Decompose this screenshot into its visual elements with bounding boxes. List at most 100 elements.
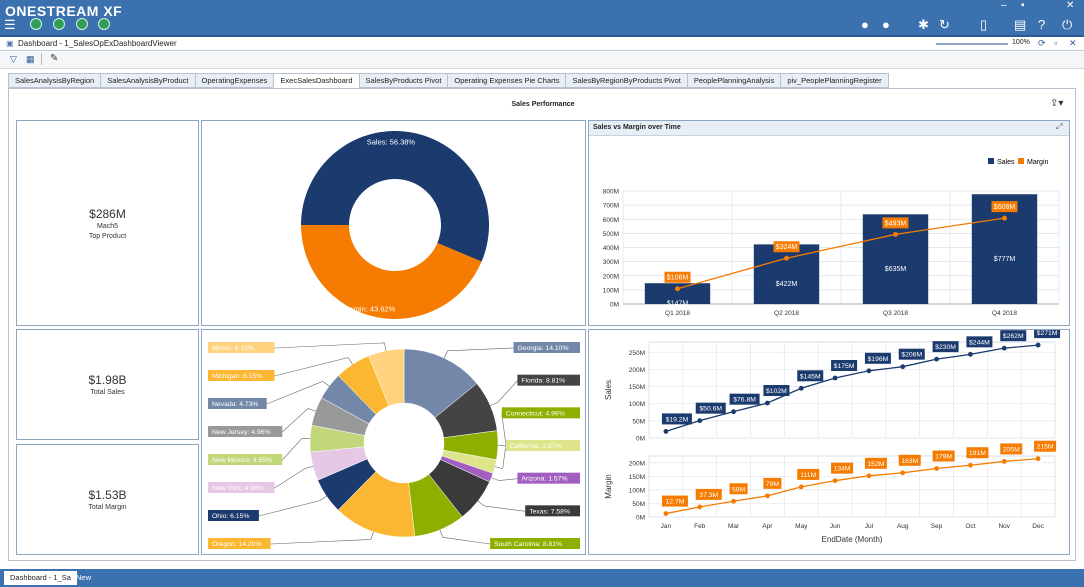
- trend-point: [1035, 456, 1041, 462]
- tab-sales-by-region-by-products-pivot[interactable]: SalesByRegionByProducts Pivot: [565, 73, 688, 88]
- tab-sales-analysis-by-product[interactable]: SalesAnalysisByProduct: [100, 73, 196, 88]
- close-window-icon[interactable]: ✕: [1066, 0, 1075, 11]
- trend-point-label: 163M: [901, 458, 918, 465]
- process-icon[interactable]: ✱: [918, 17, 929, 32]
- trend-label-box: [898, 348, 925, 360]
- y-tick-label: 200M: [603, 273, 619, 280]
- state-label: Arizona: 1.57%: [521, 476, 567, 483]
- y-tick-label: 700M: [603, 203, 619, 210]
- state-label: Michigan: 6.15%: [212, 373, 262, 380]
- state-label-box: [208, 538, 271, 549]
- state-label-box: [208, 342, 275, 353]
- trend-label-box: [932, 450, 955, 462]
- trend-point-label: $175M: [834, 363, 855, 370]
- trend-point-label: $271M: [1037, 330, 1058, 337]
- trend-point-label: 134M: [834, 466, 851, 473]
- margin-point-label: $608M: [994, 204, 1016, 211]
- parameters-icon[interactable]: ▦: [26, 54, 35, 64]
- tab-piv-people-planning-register[interactable]: piv_PeoplePlanningRegister: [780, 73, 889, 88]
- kpi-top-product-label: Top Product: [88, 233, 127, 240]
- zoom-slider[interactable]: [936, 43, 1008, 45]
- state-leader-line: [444, 347, 514, 359]
- y-tick-label: 0M: [636, 515, 645, 522]
- settings-icon[interactable]: [53, 18, 65, 30]
- logoff-icon[interactable]: ⏻: [1062, 17, 1073, 32]
- trend-point-label: $102M: [766, 388, 787, 395]
- state-slice: [368, 348, 405, 407]
- maximize-icon[interactable]: ▪: [1021, 0, 1025, 11]
- state-label-box: [517, 374, 580, 386]
- refresh-dashboard-icon[interactable]: ⟳: [1038, 38, 1046, 48]
- trend-point: [731, 498, 736, 504]
- state-label-box: [208, 398, 267, 409]
- tab-people-planning-analysis[interactable]: PeoplePlanningAnalysis: [686, 73, 782, 88]
- sales-bar: [753, 244, 820, 304]
- trend-point: [798, 385, 804, 391]
- help-icon[interactable]: ?: [1038, 17, 1046, 32]
- expand-icon[interactable]: ⤢: [1056, 122, 1063, 131]
- pin-icon[interactable]: ▫: [1054, 38, 1058, 48]
- state-leader-line: [270, 531, 374, 545]
- kpi-total-sales-value: $1.98B: [88, 373, 127, 387]
- clipboard-icon[interactable]: ▯: [980, 17, 988, 32]
- trend-point: [798, 484, 804, 490]
- kpi-total-margin: $1.53B Total Margin: [16, 444, 199, 555]
- trend-label-box: [1000, 330, 1027, 342]
- menu-icon[interactable]: ☰: [4, 17, 16, 32]
- state-leader-line: [439, 529, 491, 545]
- edit-icon[interactable]: ✎: [50, 53, 59, 64]
- trend-point-label: 152M: [867, 461, 884, 468]
- y-tick-label: 0M: [610, 302, 619, 309]
- y-tick-label: 100M: [603, 287, 619, 294]
- kpi-total-sales-label: Total Sales: [90, 389, 125, 396]
- state-leader-line: [274, 357, 353, 377]
- x-tick-label: Jul: [865, 523, 874, 530]
- trend-point: [968, 462, 973, 468]
- bottom-tab-dashboard[interactable]: Dashboard - 1_Sa: [4, 571, 77, 585]
- state-label: Florida: 8.81%: [521, 378, 565, 385]
- trend-point: [1001, 459, 1007, 464]
- state-label: Texas: 7.58%: [529, 508, 570, 515]
- state-label: Illinois: 6.15%: [212, 345, 254, 352]
- panel-header: Sales vs Margin over Time ⤢: [589, 121, 1069, 136]
- state-label-box: [513, 342, 580, 353]
- trend-label-box: [864, 457, 887, 469]
- state-label-box: [525, 505, 580, 517]
- user-alert-icon[interactable]: ●: [882, 17, 890, 32]
- user-icon[interactable]: ●: [861, 17, 869, 32]
- donut-label-margin: Margin: 43.62%: [343, 304, 396, 313]
- export-icon[interactable]: ⇪▾: [1050, 98, 1064, 109]
- tab-sales-by-products-pivot[interactable]: SalesByProducts Pivot: [358, 73, 449, 88]
- margin-point-label: $324M: [776, 244, 798, 251]
- sync-icon[interactable]: ↻: [939, 17, 950, 32]
- bottom-tab-new[interactable]: New: [76, 573, 92, 582]
- task-icon[interactable]: ▤: [1014, 17, 1027, 32]
- close-dashboard-icon[interactable]: ✕: [1069, 38, 1077, 48]
- trend-label-box: [966, 447, 989, 459]
- tab-sales-analysis-by-region[interactable]: SalesAnalysisByRegion: [8, 73, 102, 88]
- tab-operating-expenses-pie-charts[interactable]: Operating Expenses Pie Charts: [447, 73, 567, 88]
- sales-bar-label: $422M: [776, 281, 798, 288]
- tab-operating-expenses[interactable]: OperatingExpenses: [194, 73, 275, 88]
- filter-icon[interactable]: ▽: [10, 54, 17, 64]
- sales-bar: [862, 214, 929, 304]
- x-tick-label: Q2 2018: [774, 310, 799, 317]
- help-circle-icon[interactable]: [98, 18, 110, 30]
- toolbar: ▽ ▦ ✎: [0, 52, 1084, 69]
- trend-point-label: 179M: [935, 453, 952, 460]
- trend-point-label: $145M: [800, 373, 821, 380]
- x-tick-label: Feb: [694, 523, 706, 530]
- state-label: Oregon: 14.20%: [212, 541, 262, 548]
- home-icon[interactable]: [30, 18, 42, 30]
- trend-point: [832, 478, 838, 484]
- state-label: Nevada: 4.73%: [212, 401, 258, 408]
- minimize-icon[interactable]: –: [1001, 0, 1007, 11]
- state-leader-line: [490, 380, 518, 406]
- tab-exec-sales-dashboard[interactable]: ExecSalesDashboard: [273, 73, 360, 88]
- x-tick-label: Nov: [998, 523, 1010, 530]
- trend-point: [866, 368, 872, 374]
- trend-point-label: $244M: [969, 339, 990, 346]
- trend-point: [1035, 342, 1041, 348]
- refresh-icon[interactable]: [76, 18, 88, 30]
- sales-bar-label: $777M: [994, 256, 1016, 263]
